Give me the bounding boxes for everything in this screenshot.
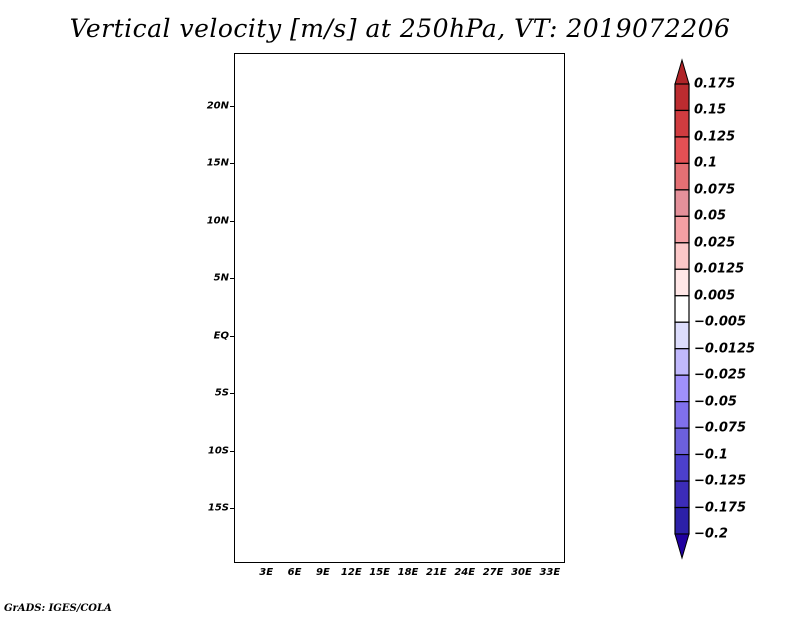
latitude-tick: [230, 335, 235, 337]
latitude-tick: [230, 278, 235, 280]
colorbar-extend-min: [674, 533, 690, 560]
colorbar-swatch: [674, 215, 690, 244]
colorbar-level-label: 0.005: [694, 288, 736, 304]
colorbar-swatch: [674, 109, 690, 138]
colorbar-level-label: 0.175: [694, 76, 736, 92]
longitude-tick-label: 15E: [369, 567, 391, 578]
colorbar-level-label: −0.175: [694, 500, 747, 516]
colorbar-level-label: 0.1: [694, 155, 718, 171]
colorbar-swatch: [674, 268, 690, 297]
latitude-tick-label: 10S: [207, 445, 229, 457]
colorbar-swatch: [674, 242, 690, 270]
colorbar-swatch: [674, 348, 690, 376]
colorbar-level-label: 0.0125: [694, 261, 745, 277]
longitude-tick-label: 27E: [482, 567, 504, 578]
colorbar-swatch: [674, 136, 690, 165]
country-borders: [235, 54, 564, 562]
latitude-tick-label: 15N: [206, 157, 229, 169]
colorbar-swatch: [674, 427, 690, 456]
longitude-tick-label: 24E: [454, 567, 476, 578]
longitude-tick-label: 6E: [287, 567, 302, 578]
latitude-tick-label: EQ: [213, 330, 229, 342]
colorbar-level-label: 0.075: [694, 182, 736, 198]
longitude-tick-label: 3E: [259, 567, 274, 578]
colorbar-swatch: [674, 480, 690, 509]
colorbar-swatch: [674, 401, 690, 429]
colorbar-level-label: −0.2: [694, 526, 728, 542]
plot-title: Vertical velocity [m/s] at 250hPa, VT: 2…: [69, 14, 731, 43]
colorbar-swatch: [674, 295, 690, 323]
longitude-tick-label: 9E: [316, 567, 330, 578]
longitude-tick-label: 30E: [511, 567, 532, 578]
latitude-tick: [230, 220, 235, 222]
colorbar-level-label: −0.075: [694, 420, 747, 436]
latitude-tick: [230, 163, 235, 165]
longitude-tick-label: 18E: [397, 567, 419, 578]
colorbar-level-label: −0.0125: [694, 341, 756, 357]
colorbar-level-label: −0.005: [694, 314, 747, 330]
latitude-tick: [230, 393, 235, 395]
colorbar: [674, 58, 690, 560]
latitude-tick-label: 5S: [214, 387, 229, 399]
colorbar-level-label: 0.125: [694, 129, 736, 145]
latitude-tick-label: 20N: [206, 100, 229, 112]
colorbar-level-label: 0.025: [694, 235, 736, 251]
colorbar-swatch: [674, 374, 690, 403]
colorbar-swatch: [674, 83, 690, 112]
vertical-velocity-field: [235, 54, 564, 562]
grads-credit: GrADS: IGES/COLA: [4, 603, 112, 614]
latitude-tick: [230, 450, 235, 452]
latitude-tick-label: 15S: [207, 502, 229, 514]
colorbar-level-label: −0.1: [694, 447, 728, 463]
latitude-tick-label: 10N: [206, 215, 229, 227]
colorbar-level-label: −0.025: [694, 367, 747, 383]
colorbar-swatch: [674, 189, 690, 217]
colorbar-level-label: −0.125: [694, 473, 747, 489]
longitude-tick-label: 21E: [425, 567, 447, 578]
longitude-tick-label: 33E: [539, 567, 561, 578]
latitude-tick-label: 5N: [213, 272, 229, 284]
colorbar-level-label: 0.15: [694, 102, 727, 118]
colorbar-level-label: −0.05: [694, 394, 737, 410]
colorbar-swatch: [674, 453, 690, 482]
latitude-tick: [230, 507, 235, 509]
colorbar-swatch: [674, 506, 690, 535]
latitude-tick: [230, 105, 235, 107]
colorbar-extend-max: [674, 58, 690, 85]
colorbar-swatch: [674, 162, 690, 191]
colorbar-level-label: 0.05: [694, 208, 727, 224]
map-panel: [234, 53, 565, 563]
colorbar-swatch: [674, 321, 690, 350]
longitude-tick-label: 12E: [340, 567, 362, 578]
